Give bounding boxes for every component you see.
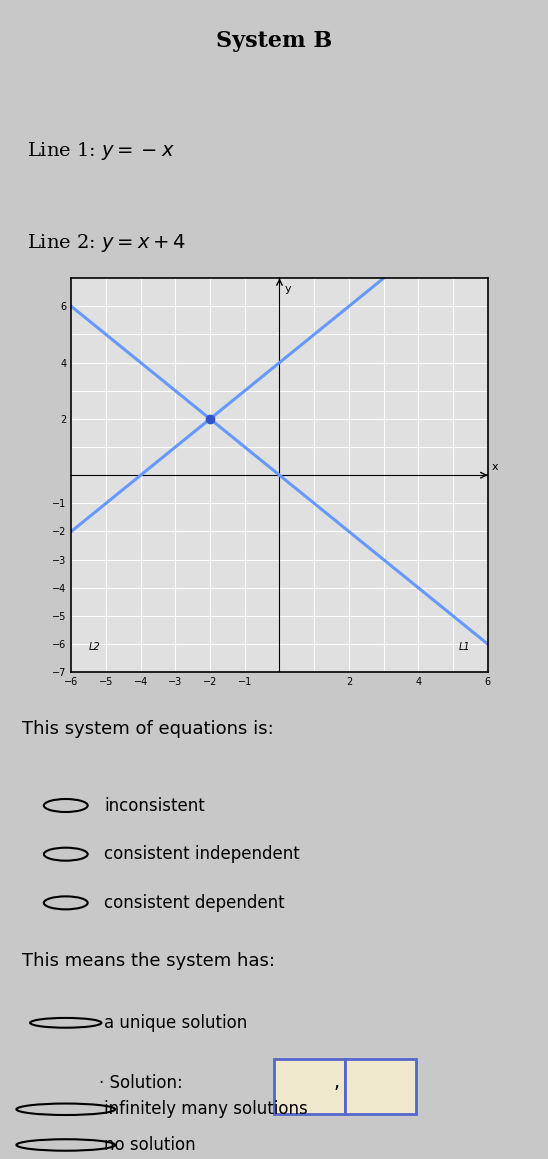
Text: ,: , — [334, 1073, 340, 1092]
Text: a unique solution: a unique solution — [104, 1014, 247, 1032]
Text: System B: System B — [216, 30, 332, 51]
Text: · Solution:: · Solution: — [99, 1073, 182, 1092]
Text: consistent dependent: consistent dependent — [104, 894, 285, 912]
Text: no solution: no solution — [104, 1136, 196, 1154]
Text: L2: L2 — [89, 642, 100, 651]
Text: This means the system has:: This means the system has: — [22, 952, 275, 970]
Text: inconsistent: inconsistent — [104, 796, 205, 815]
Text: x: x — [491, 462, 498, 473]
Text: consistent independent: consistent independent — [104, 845, 300, 863]
Text: This system of equations is:: This system of equations is: — [22, 720, 273, 738]
FancyBboxPatch shape — [345, 1058, 416, 1115]
Text: infinitely many solutions: infinitely many solutions — [104, 1100, 308, 1118]
Text: Line 1: $y=-x$: Line 1: $y=-x$ — [27, 140, 175, 161]
Text: Line 2: $y=x+4$: Line 2: $y=x+4$ — [27, 233, 186, 254]
Text: y: y — [285, 284, 292, 293]
FancyBboxPatch shape — [274, 1058, 345, 1115]
Text: L1: L1 — [459, 642, 470, 651]
